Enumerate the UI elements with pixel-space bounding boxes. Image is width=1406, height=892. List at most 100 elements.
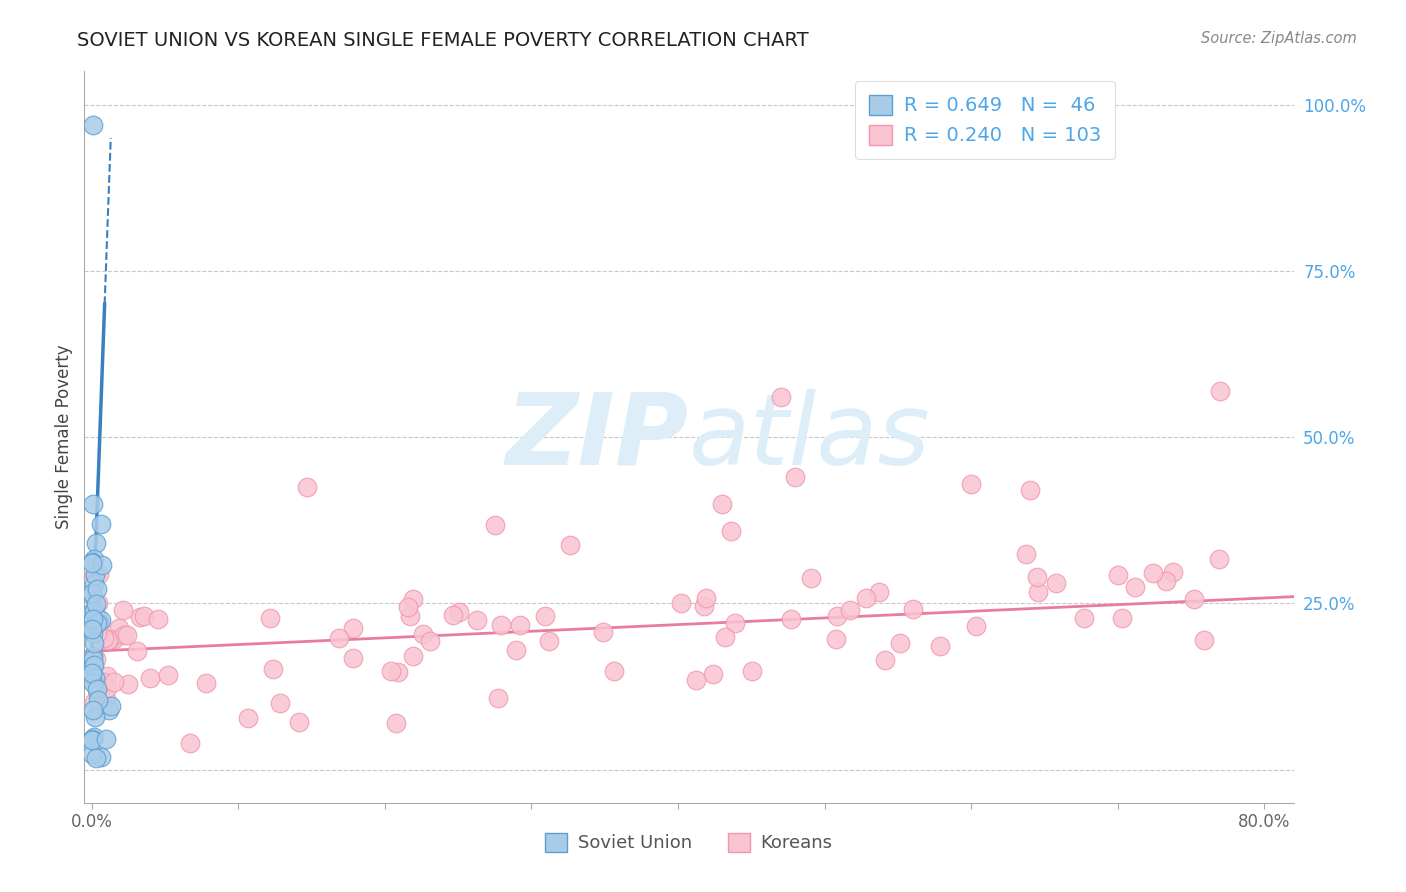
Text: atlas: atlas <box>689 389 931 485</box>
Point <box>83 730 105 744</box>
Point <box>1045 576 1067 591</box>
Point <box>82 626 104 640</box>
Point <box>82 671 104 685</box>
Point <box>399 609 422 624</box>
Point <box>710 497 733 511</box>
Point <box>108 621 131 635</box>
Point <box>855 591 877 606</box>
Point <box>1015 547 1038 561</box>
Point <box>82 731 104 746</box>
Point <box>82 649 104 664</box>
Point <box>82 588 104 602</box>
Point <box>713 631 735 645</box>
Point <box>238 711 260 725</box>
Point <box>86 611 108 625</box>
Point <box>724 616 747 631</box>
Point <box>449 606 471 620</box>
Point <box>80 665 103 680</box>
Point <box>91 558 114 573</box>
Point <box>86 615 108 629</box>
Y-axis label: Single Female Poverty: Single Female Poverty <box>55 345 73 529</box>
Point <box>486 690 509 705</box>
Point <box>965 619 987 633</box>
Text: ZIP: ZIP <box>506 389 689 485</box>
Text: SOVIET UNION VS KOREAN SINGLE FEMALE POVERTY CORRELATION CHART: SOVIET UNION VS KOREAN SINGLE FEMALE POV… <box>77 31 808 50</box>
Point <box>1209 384 1232 398</box>
Point <box>769 390 792 404</box>
Point <box>83 552 105 566</box>
Point <box>195 675 218 690</box>
Point <box>86 626 108 640</box>
Point <box>533 609 555 624</box>
Point <box>741 664 763 678</box>
Point <box>800 571 823 585</box>
Point <box>90 614 112 628</box>
Point <box>685 673 707 688</box>
Point <box>89 516 111 531</box>
Point <box>87 692 110 706</box>
Point <box>465 613 488 627</box>
Point <box>82 605 104 619</box>
Point <box>592 624 614 639</box>
Point <box>103 632 125 646</box>
Point <box>1208 551 1230 566</box>
Point <box>297 480 319 494</box>
Point <box>558 538 581 552</box>
Point <box>80 622 103 636</box>
Point <box>328 631 350 645</box>
Point <box>84 710 107 724</box>
Point <box>875 653 897 667</box>
Point <box>146 612 169 626</box>
Point <box>825 632 848 646</box>
Point <box>84 751 107 765</box>
Point <box>93 631 115 645</box>
Point <box>1142 566 1164 580</box>
Point <box>128 609 150 624</box>
Point <box>82 676 104 690</box>
Point <box>91 675 114 690</box>
Point <box>83 695 105 709</box>
Point <box>960 476 983 491</box>
Point <box>780 612 803 626</box>
Point <box>82 497 104 511</box>
Point <box>396 599 419 614</box>
Point <box>441 607 464 622</box>
Point <box>827 609 849 624</box>
Point <box>86 615 108 630</box>
Point <box>262 662 284 676</box>
Point <box>83 636 105 650</box>
Point <box>402 591 425 606</box>
Point <box>84 652 107 666</box>
Point <box>695 591 717 605</box>
Point <box>86 582 108 596</box>
Point <box>1182 591 1205 606</box>
Point <box>94 732 117 747</box>
Point <box>84 567 107 582</box>
Point <box>117 628 139 642</box>
Point <box>82 610 104 624</box>
Point <box>785 470 807 484</box>
Point <box>82 702 104 716</box>
Text: Source: ZipAtlas.com: Source: ZipAtlas.com <box>1201 31 1357 46</box>
Point <box>80 586 103 600</box>
Point <box>83 604 105 618</box>
Point <box>342 621 364 635</box>
Point <box>1025 570 1047 584</box>
Point <box>602 665 624 679</box>
Point <box>83 658 105 673</box>
Point <box>342 651 364 665</box>
Point <box>288 715 311 730</box>
Point <box>80 733 103 747</box>
Point <box>157 668 180 682</box>
Point <box>111 603 134 617</box>
Point <box>82 556 104 570</box>
Point <box>538 633 561 648</box>
Point <box>412 627 434 641</box>
Point <box>929 639 952 653</box>
Point <box>868 584 890 599</box>
Point <box>94 691 117 706</box>
Point <box>179 736 201 750</box>
Point <box>669 596 692 610</box>
Point <box>112 628 135 642</box>
Point <box>84 671 107 685</box>
